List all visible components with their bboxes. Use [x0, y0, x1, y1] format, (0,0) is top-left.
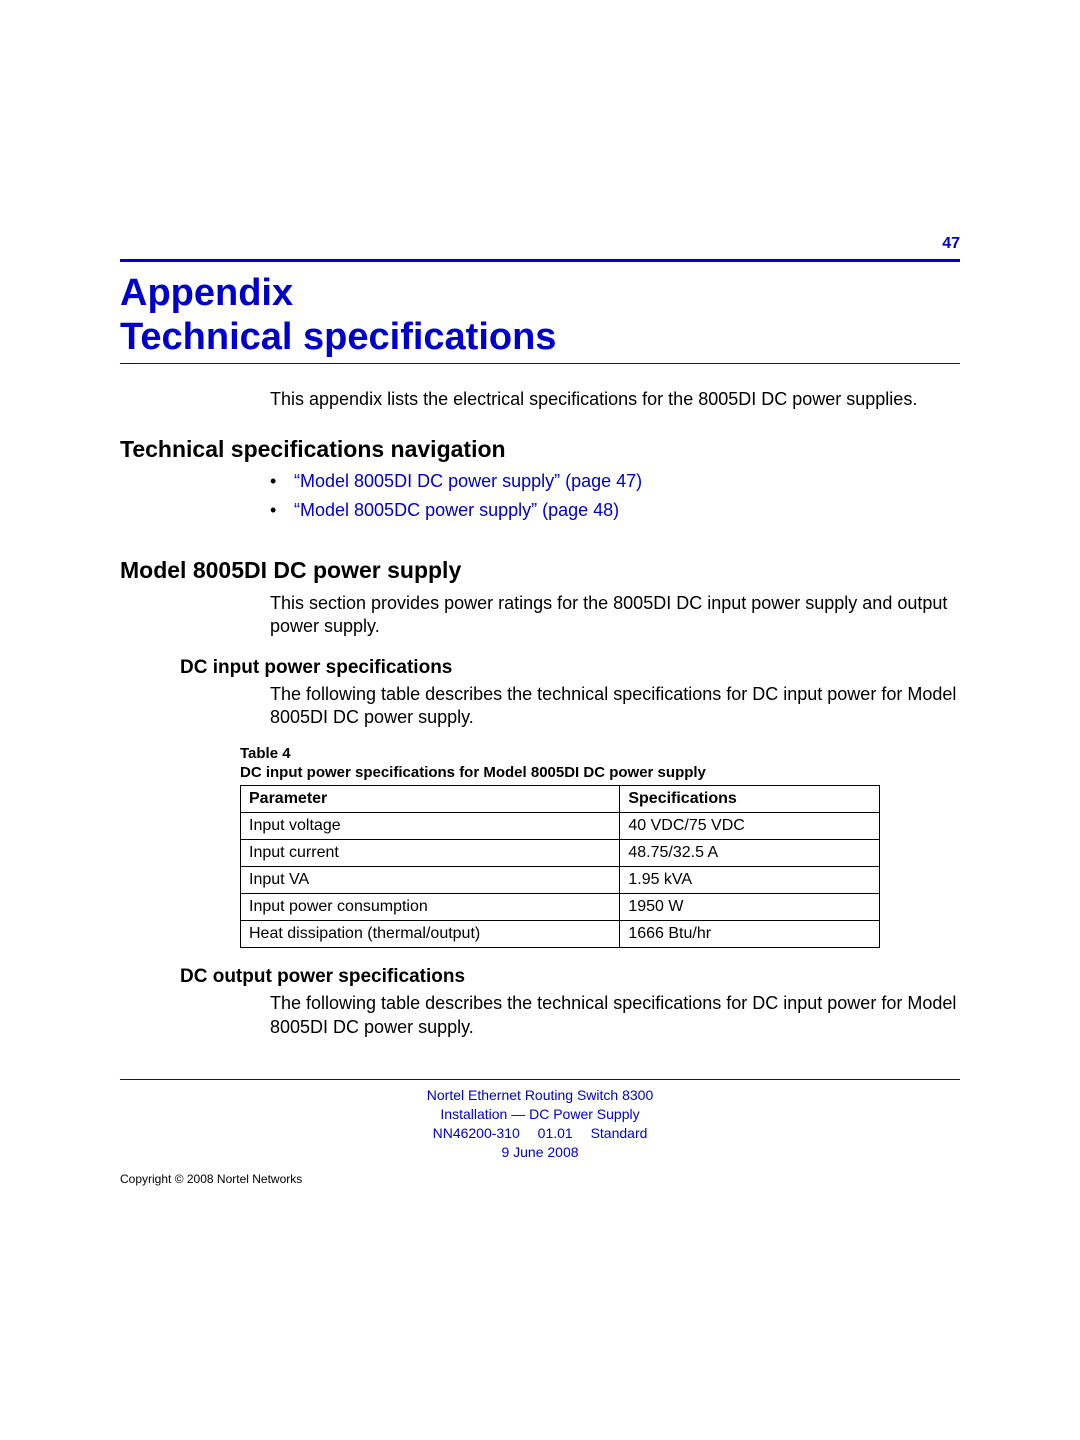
table-title: DC input power specifications for Model …: [240, 764, 960, 781]
spec-table: Parameter Specifications Input voltage 4…: [240, 785, 880, 948]
table-row: Heat dissipation (thermal/output) 1666 B…: [241, 921, 880, 948]
appendix-title: Appendix Technical specifications: [120, 272, 960, 359]
table-cell: Heat dissipation (thermal/output): [241, 921, 620, 948]
table-header-specifications: Specifications: [620, 786, 880, 813]
model-heading: Model 8005DI DC power supply: [120, 557, 960, 584]
intro-text: This appendix lists the electrical speci…: [270, 388, 960, 411]
page-number: 47: [120, 235, 960, 253]
table-cell: Input current: [241, 840, 620, 867]
title-line-1: Appendix: [120, 272, 293, 314]
table-cell: 1666 Btu/hr: [620, 921, 880, 948]
title-line-2: Technical specifications: [120, 316, 556, 358]
table-row: Input VA 1.95 kVA: [241, 867, 880, 894]
footer-rule: [120, 1079, 960, 1080]
footer-line: 9 June 2008: [501, 1144, 578, 1160]
table-header-parameter: Parameter: [241, 786, 620, 813]
footer-block: Nortel Ethernet Routing Switch 8300 Inst…: [120, 1086, 960, 1162]
model-intro: This section provides power ratings for …: [270, 592, 960, 639]
table-cell: 1950 W: [620, 894, 880, 921]
copyright: Copyright © 2008 Nortel Networks: [120, 1172, 960, 1186]
nav-link[interactable]: “Model 8005DC power supply” (page 48): [294, 500, 619, 520]
table-cell: Input power consumption: [241, 894, 620, 921]
table-row: Input current 48.75/32.5 A: [241, 840, 880, 867]
footer-line: Installation — DC Power Supply: [440, 1106, 639, 1122]
nav-heading: Technical specifications navigation: [120, 436, 960, 463]
table-row: Input power consumption 1950 W: [241, 894, 880, 921]
output-heading: DC output power specifications: [180, 966, 960, 988]
nav-item: “Model 8005DI DC power supply” (page 47): [270, 471, 960, 492]
table-cell: 40 VDC/75 VDC: [620, 813, 880, 840]
input-heading: DC input power specifications: [180, 657, 960, 679]
table-row: Input voltage 40 VDC/75 VDC: [241, 813, 880, 840]
table-cell: Input voltage: [241, 813, 620, 840]
table-cell: Input VA: [241, 867, 620, 894]
nav-list: “Model 8005DI DC power supply” (page 47)…: [270, 471, 960, 521]
footer-line: NN46200-310 01.01 Standard: [433, 1125, 648, 1141]
footer-line: Nortel Ethernet Routing Switch 8300: [427, 1087, 653, 1103]
table-header-row: Parameter Specifications: [241, 786, 880, 813]
nav-item: “Model 8005DC power supply” (page 48): [270, 500, 960, 521]
nav-link[interactable]: “Model 8005DI DC power supply” (page 47): [294, 471, 642, 491]
top-rule: [120, 259, 960, 262]
table-caption: Table 4: [240, 745, 960, 762]
output-intro: The following table describes the techni…: [270, 992, 960, 1039]
table-cell: 48.75/32.5 A: [620, 840, 880, 867]
document-page: 47 Appendix Technical specifications Thi…: [0, 0, 1080, 1226]
title-underline: [120, 363, 960, 364]
input-intro: The following table describes the techni…: [270, 683, 960, 730]
table-cell: 1.95 kVA: [620, 867, 880, 894]
